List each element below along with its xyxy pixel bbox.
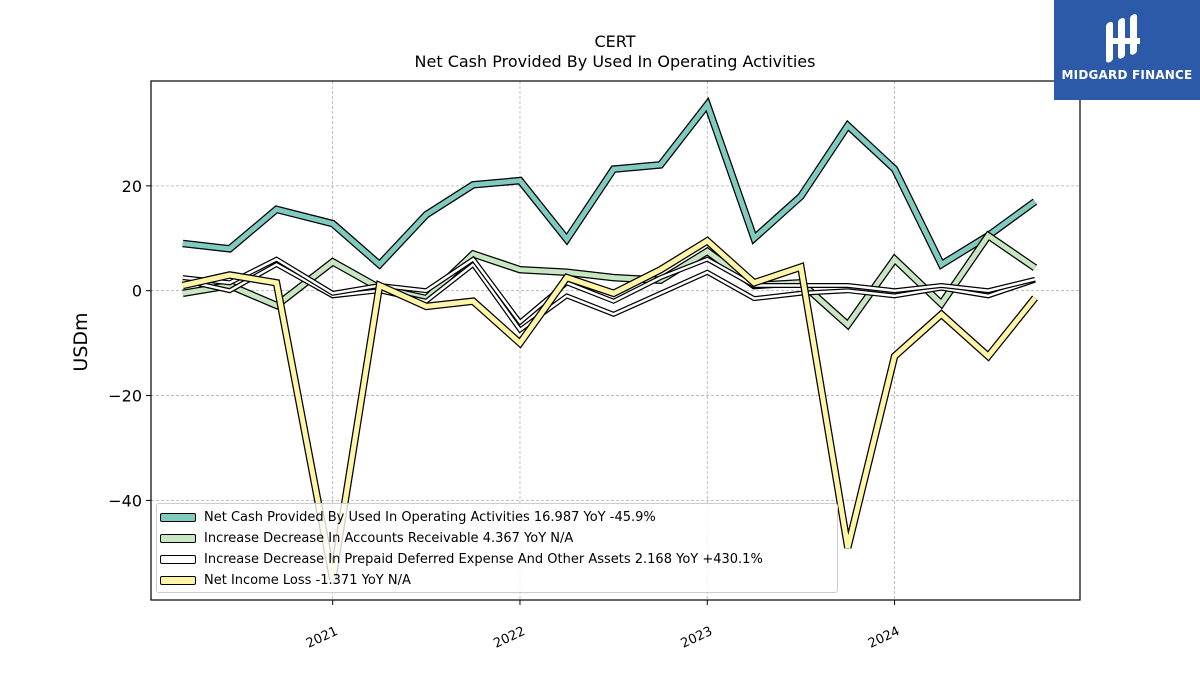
legend-swatch-accounts-receivable: [160, 533, 196, 543]
legend-swatch-net-cash: [160, 512, 196, 522]
x-tick-label: 2023: [679, 624, 715, 652]
legend-item-net-cash: Net Cash Provided By Used In Operating A…: [157, 507, 656, 527]
legend-swatch-net-income: [160, 575, 196, 585]
legend-label-prepaid-expense: Increase Decrease In Prepaid Deferred Ex…: [204, 551, 763, 567]
y-tick-label: 20: [122, 177, 142, 196]
series-line: [182, 257, 1036, 325]
plot-frame: [150, 80, 1081, 601]
chart-subtitle: Net Cash Provided By Used In Operating A…: [415, 52, 816, 71]
chart-title: CERT: [594, 32, 635, 51]
logo-text: MIDGARD FINANCE: [1061, 68, 1193, 82]
legend-label-accounts-receivable: Increase Decrease In Accounts Receivable…: [204, 530, 574, 546]
series-outline: [182, 96, 1038, 270]
series-line: [182, 232, 1037, 329]
legend-label-net-cash: Net Cash Provided By Used In Operating A…: [204, 509, 656, 525]
legend-item-net-income: Net Income Loss -1.371 YoY N/A: [157, 570, 411, 590]
legend: Net Cash Provided By Used In Operating A…: [156, 503, 838, 593]
y-tick-label: −40: [108, 491, 142, 510]
series-line: [182, 262, 1036, 332]
y-axis-label: USDm: [70, 312, 92, 371]
y-tick-label: 0: [132, 282, 142, 301]
logo-mark-icon: [1106, 14, 1140, 63]
x-tick-label: 2024: [866, 624, 902, 652]
x-tick-label: 2021: [304, 624, 340, 652]
legend-swatch-prepaid-expense: [160, 554, 196, 564]
y-tick-label: −20: [108, 387, 142, 406]
legend-label-net-income: Net Income Loss -1.371 YoY N/A: [204, 572, 411, 588]
legend-item-prepaid-expense: Increase Decrease In Prepaid Deferred Ex…: [157, 549, 763, 569]
x-tick-label: 2022: [491, 624, 527, 652]
midgard-finance-logo: MIDGARD FINANCE: [1054, 0, 1200, 100]
legend-item-accounts-receivable: Increase Decrease In Accounts Receivable…: [157, 528, 573, 548]
series-line: [182, 99, 1037, 269]
